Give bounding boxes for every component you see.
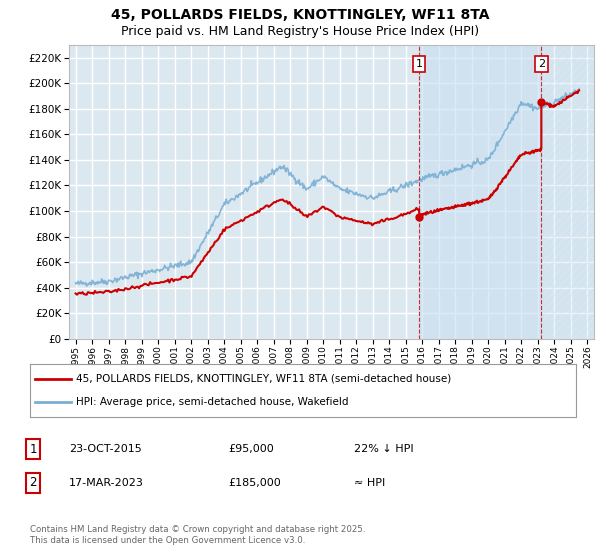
Text: 45, POLLARDS FIELDS, KNOTTINGLEY, WF11 8TA: 45, POLLARDS FIELDS, KNOTTINGLEY, WF11 8…: [111, 8, 489, 22]
Bar: [419, 45, 541, 339]
Text: Price paid vs. HM Land Registry's House Price Index (HPI): Price paid vs. HM Land Registry's House …: [121, 25, 479, 38]
Bar: [541, 45, 594, 339]
Text: Contains HM Land Registry data © Crown copyright and database right 2025.
This d: Contains HM Land Registry data © Crown c…: [30, 525, 365, 545]
Text: 2: 2: [538, 59, 545, 69]
Text: 1: 1: [416, 59, 422, 69]
Text: 17-MAR-2023: 17-MAR-2023: [69, 478, 144, 488]
Text: £95,000: £95,000: [228, 444, 274, 454]
Text: 1: 1: [29, 442, 37, 456]
Text: £185,000: £185,000: [228, 478, 281, 488]
Text: ≈ HPI: ≈ HPI: [354, 478, 385, 488]
Text: 45, POLLARDS FIELDS, KNOTTINGLEY, WF11 8TA (semi-detached house): 45, POLLARDS FIELDS, KNOTTINGLEY, WF11 8…: [76, 374, 452, 384]
Text: HPI: Average price, semi-detached house, Wakefield: HPI: Average price, semi-detached house,…: [76, 397, 349, 407]
Text: 22% ↓ HPI: 22% ↓ HPI: [354, 444, 413, 454]
Text: 2: 2: [29, 476, 37, 489]
Text: 23-OCT-2015: 23-OCT-2015: [69, 444, 142, 454]
